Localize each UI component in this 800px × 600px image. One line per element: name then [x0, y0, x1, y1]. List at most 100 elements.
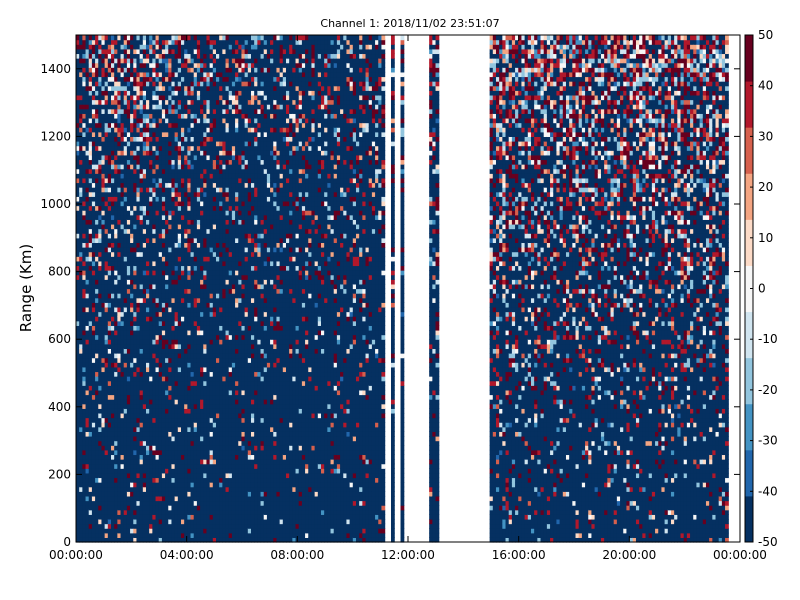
heatmap-cell — [215, 445, 220, 451]
heatmap-cell — [79, 104, 83, 110]
heatmap-cell — [95, 431, 99, 437]
heatmap-cell — [158, 108, 163, 114]
heatmap-cell — [76, 518, 80, 525]
heatmap-cell — [120, 366, 125, 373]
heatmap-cell — [177, 371, 182, 377]
heatmap-cell — [200, 48, 204, 55]
heatmap-cell — [88, 320, 93, 326]
heatmap-cell — [161, 131, 166, 137]
heatmap-cell — [126, 270, 131, 276]
heatmap-cell — [130, 532, 134, 538]
heatmap-cell — [117, 468, 122, 474]
heatmap-cell — [123, 348, 128, 354]
heatmap-cell — [82, 297, 87, 303]
heatmap-cell — [200, 67, 204, 73]
heatmap-cell — [126, 177, 131, 184]
heatmap-cell — [136, 449, 141, 456]
heatmap-cell — [91, 182, 96, 188]
heatmap-cell — [184, 256, 188, 262]
heatmap-cell — [85, 117, 90, 124]
heatmap-cell — [152, 99, 157, 105]
heatmap-cell — [85, 168, 90, 174]
heatmap-cell — [126, 67, 131, 73]
heatmap-cell — [193, 435, 198, 442]
heatmap-cell — [168, 177, 173, 184]
heatmap-cell — [136, 62, 141, 68]
heatmap-cell — [91, 408, 96, 414]
heatmap-cell — [85, 154, 90, 161]
heatmap-cell — [209, 320, 214, 326]
heatmap-cell — [187, 205, 192, 211]
heatmap-cell — [82, 435, 87, 442]
heatmap-cell — [136, 463, 141, 469]
heatmap-cell — [219, 376, 223, 382]
heatmap-cell — [79, 35, 83, 41]
heatmap-cell — [91, 362, 96, 368]
heatmap-cell — [181, 71, 185, 78]
heatmap-cell — [158, 385, 163, 391]
heatmap-cell — [139, 81, 144, 87]
heatmap-cell — [212, 71, 217, 78]
heatmap-cell — [181, 219, 185, 225]
heatmap-cell — [126, 523, 131, 529]
heatmap-cell — [174, 472, 179, 479]
heatmap-cell — [88, 159, 93, 165]
heatmap-cell — [177, 463, 182, 469]
heatmap-cell — [114, 459, 118, 465]
heatmap-cell — [104, 136, 109, 142]
heatmap-cell — [117, 113, 122, 119]
heatmap-cell — [123, 422, 128, 428]
heatmap-cell — [82, 343, 87, 350]
heatmap-cell — [123, 495, 128, 502]
heatmap-cell — [161, 108, 166, 114]
heatmap-cell — [142, 210, 147, 216]
heatmap-cell — [209, 242, 214, 248]
heatmap-cell — [184, 477, 188, 483]
heatmap-cell — [111, 205, 115, 211]
heatmap-cell — [142, 173, 147, 179]
heatmap-cell — [101, 182, 106, 188]
heatmap-cell — [91, 311, 96, 317]
heatmap-cell — [111, 90, 115, 96]
heatmap-cell — [91, 431, 96, 437]
heatmap-cell — [101, 53, 106, 59]
heatmap-cell — [139, 104, 144, 110]
heatmap-cell — [200, 431, 204, 437]
heatmap-cell — [117, 472, 122, 479]
heatmap-cell — [200, 449, 204, 456]
heatmap-cell — [117, 283, 122, 290]
heatmap-cell — [76, 48, 80, 55]
heatmap-cell — [149, 311, 153, 317]
heatmap-cell — [85, 205, 90, 211]
heatmap-cell — [184, 233, 188, 239]
heatmap-cell — [181, 200, 185, 207]
heatmap-cell — [212, 288, 217, 294]
heatmap-cell — [101, 67, 106, 73]
heatmap-cell — [82, 39, 87, 45]
heatmap-cell — [136, 136, 141, 142]
heatmap-cell — [171, 113, 176, 119]
heatmap-cell — [136, 431, 141, 437]
heatmap-cell — [146, 219, 150, 225]
heatmap-cell — [123, 449, 128, 456]
heatmap-cell — [209, 48, 214, 55]
heatmap-cell — [114, 320, 118, 326]
heatmap-cell — [111, 191, 115, 197]
heatmap-cell — [76, 389, 80, 396]
heatmap-cell — [114, 537, 118, 543]
heatmap-cell — [139, 403, 144, 409]
heatmap-cell — [209, 154, 214, 161]
heatmap-cell — [190, 320, 195, 326]
heatmap-cell — [117, 141, 122, 147]
heatmap-cell — [101, 362, 106, 368]
heatmap-cell — [139, 62, 144, 68]
heatmap-cell — [82, 164, 87, 170]
heatmap-cell — [133, 376, 138, 382]
heatmap-cell — [193, 366, 198, 373]
heatmap-cell — [101, 477, 106, 483]
heatmap-cell — [165, 233, 169, 239]
heatmap-cell — [95, 99, 99, 105]
heatmap-cell — [123, 154, 128, 161]
heatmap-cell — [187, 48, 192, 55]
heatmap-cell — [79, 449, 83, 456]
